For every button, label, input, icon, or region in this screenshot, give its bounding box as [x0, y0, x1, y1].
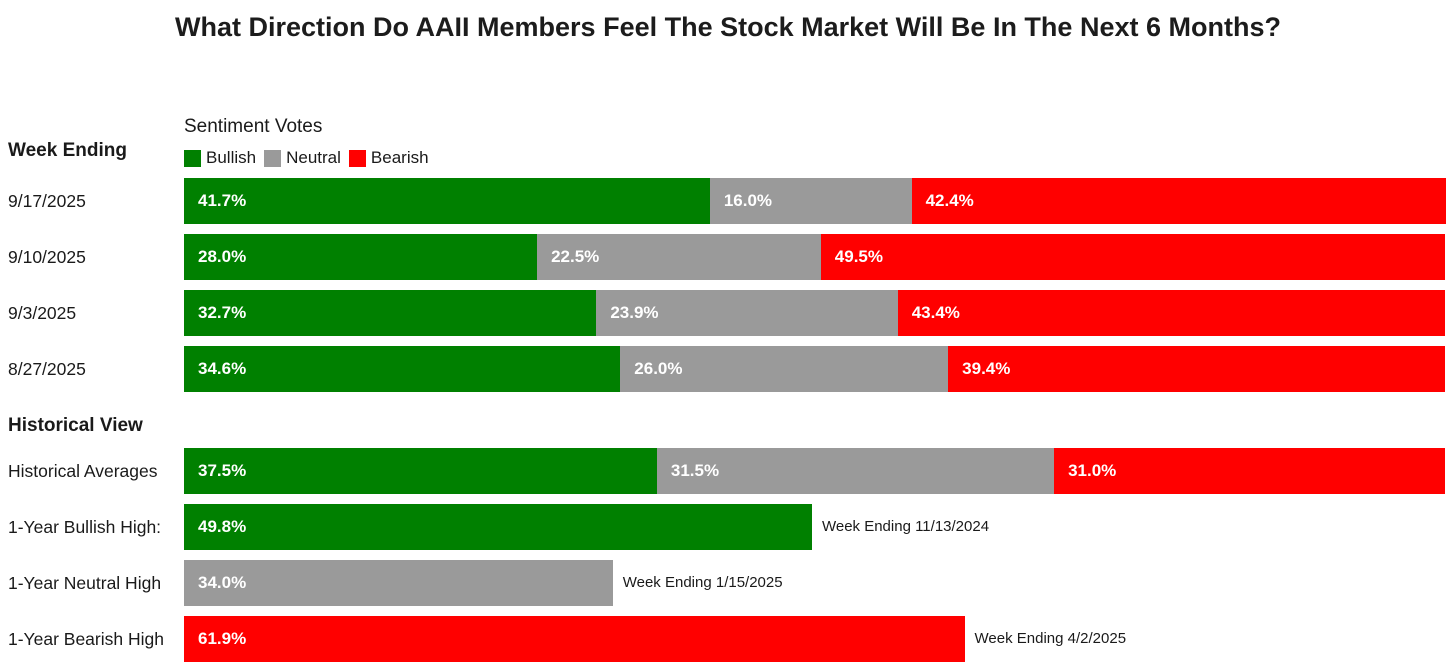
- legend-item-bullish: Bullish: [184, 148, 256, 168]
- data-label-neutral: 22.5%: [551, 247, 600, 266]
- row-label: 1-Year Bullish High:: [8, 517, 162, 537]
- bar-segment-neutral: 34.0%: [184, 560, 613, 606]
- bar-row: 32.7% 23.9% 43.4%: [184, 290, 1445, 336]
- legend-swatch-bullish: [184, 149, 201, 167]
- legend-item-bearish: Bearish: [348, 148, 429, 168]
- bar-segment-bearish: 42.4%: [911, 178, 1447, 224]
- data-label-bullish: 28.0%: [198, 247, 247, 266]
- bar-segment-bullish: 34.6%: [184, 346, 621, 392]
- bar-segment-neutral: 31.5%: [656, 448, 1055, 494]
- data-label-bearish: 31.0%: [1068, 461, 1117, 480]
- bar-segment-bearish: 49.5%: [820, 234, 1445, 280]
- bar-segment-neutral: 23.9%: [596, 290, 898, 336]
- data-label-neutral: 16.0%: [723, 191, 773, 210]
- data-label-bearish: 61.9%: [198, 629, 247, 648]
- data-label-bullish: 37.5%: [198, 461, 247, 480]
- bar-row: 34.6% 26.0% 39.4%: [184, 346, 1445, 392]
- bar-segment-bearish: 61.9%: [184, 616, 965, 662]
- legend-label-bullish: Bullish: [206, 148, 257, 167]
- bar-row: 49.8%: [184, 504, 1445, 550]
- row-label: 1-Year Bearish High: [8, 629, 164, 649]
- bar-row: 37.5% 31.5% 31.0%: [184, 448, 1445, 494]
- bar-row: 34.0%: [184, 560, 1445, 606]
- bar-note: Week Ending 1/15/2025: [622, 574, 783, 591]
- row-label: 9/3/2025: [8, 303, 77, 323]
- data-label-bearish: 42.4%: [925, 191, 974, 210]
- data-label-bullish: 32.7%: [198, 303, 247, 322]
- data-label-neutral: 34.0%: [198, 573, 247, 592]
- data-label-bullish: 34.6%: [198, 359, 247, 378]
- legend-swatch-neutral: [264, 149, 282, 167]
- bar-row: 41.7% 16.0% 42.4%: [184, 178, 1447, 224]
- bar-segment-neutral: 26.0%: [620, 346, 949, 392]
- legend-swatch-bearish: [348, 149, 366, 167]
- bar-row: 61.9%: [184, 616, 1445, 662]
- data-label-neutral: 23.9%: [610, 303, 659, 322]
- section-header-0: Week Ending: [8, 140, 127, 161]
- legend-label-bearish: Bearish: [370, 148, 429, 167]
- bar-segment-neutral: 16.0%: [709, 178, 912, 224]
- legend-title: Sentiment Votes: [184, 116, 323, 137]
- data-label-bearish: 39.4%: [962, 359, 1011, 378]
- bar-segment-bullish: 41.7%: [184, 178, 710, 224]
- bar-row: 28.0% 22.5% 49.5%: [184, 234, 1445, 280]
- data-label-bearish: 43.4%: [911, 303, 960, 322]
- bar-note: Week Ending 4/2/2025: [974, 630, 1127, 647]
- row-label: 9/10/2025: [8, 247, 86, 267]
- bar-segment-bearish: 31.0%: [1054, 448, 1445, 494]
- bar-segment-neutral: 22.5%: [537, 234, 821, 280]
- bar-segment-bullish: 32.7%: [184, 290, 597, 336]
- legend-label-neutral: Neutral: [286, 148, 341, 167]
- row-label: 1-Year Neutral High: [8, 573, 162, 593]
- legend-item-neutral: Neutral: [264, 148, 341, 168]
- data-label-neutral: 26.0%: [634, 359, 683, 378]
- bar-segment-bearish: 43.4%: [897, 290, 1445, 336]
- bar-segment-bearish: 39.4%: [948, 346, 1445, 392]
- bar-segment-bullish: 37.5%: [184, 448, 657, 494]
- row-label: 9/17/2025: [8, 191, 86, 211]
- data-label-bullish: 49.8%: [198, 517, 247, 536]
- section-header-1: Historical View: [8, 415, 143, 436]
- data-label-bearish: 49.5%: [834, 247, 883, 266]
- bar-segment-bullish: 28.0%: [184, 234, 538, 280]
- bar-note: Week Ending 11/13/2024: [821, 518, 990, 535]
- legend: Bullish Neutral Bearish: [184, 148, 437, 168]
- row-label: 8/27/2025: [8, 359, 86, 379]
- data-label-bullish: 41.7%: [198, 191, 247, 210]
- data-label-neutral: 31.5%: [670, 461, 720, 480]
- row-label: Historical Averages: [8, 461, 158, 481]
- chart-title: What Direction Do AAII Members Feel The …: [175, 12, 1281, 42]
- bar-segment-bullish: 49.8%: [184, 504, 812, 550]
